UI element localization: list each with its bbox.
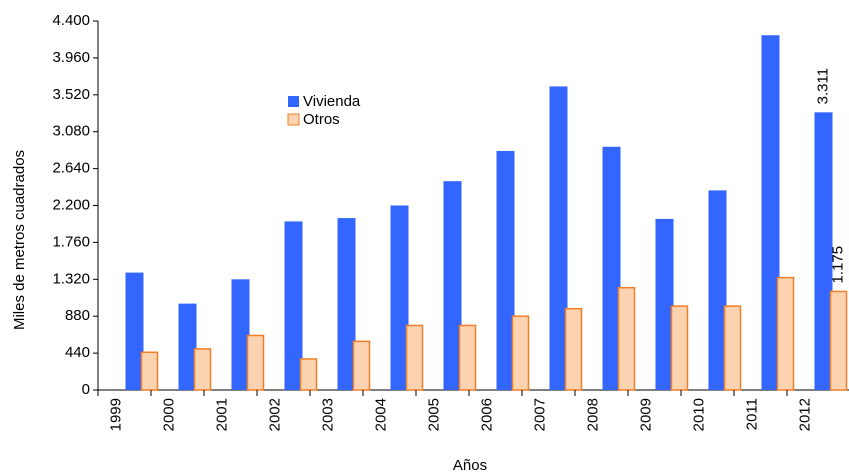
x-tick-label: 2007 xyxy=(531,398,548,431)
legend-label: Otros xyxy=(303,111,340,128)
x-tick-label: 1999 xyxy=(107,398,124,431)
bar xyxy=(617,286,636,391)
y-tick-label: 0 xyxy=(82,381,90,398)
y-tick-label: 1.760 xyxy=(52,233,90,250)
bar xyxy=(231,279,250,390)
bar xyxy=(125,272,144,390)
legend-label: Vivienda xyxy=(303,93,361,110)
x-tick-label: 2012 xyxy=(796,398,813,431)
data-label: 1.175 xyxy=(829,246,846,284)
data-label: 3.311 xyxy=(814,68,831,104)
bar xyxy=(655,218,674,390)
bar xyxy=(761,35,780,391)
x-tick-label: 2008 xyxy=(584,398,601,431)
legend-swatch xyxy=(288,96,299,107)
bar xyxy=(284,221,303,390)
y-tick-label: 4.400 xyxy=(52,12,90,29)
bar xyxy=(549,86,568,390)
x-tick-label: 2009 xyxy=(637,398,654,431)
x-tick-label: 2006 xyxy=(478,398,495,431)
y-axis-title: Miles de metros cuadrados xyxy=(11,150,28,330)
bar xyxy=(511,315,530,391)
bar xyxy=(564,307,583,391)
x-tick-label: 2001 xyxy=(213,398,230,431)
x-tick-label: 2004 xyxy=(372,398,389,431)
bar xyxy=(496,150,515,390)
bar xyxy=(602,146,621,390)
bar xyxy=(140,351,159,391)
x-axis-title: Años xyxy=(453,457,487,474)
x-tick-label: 2003 xyxy=(319,398,336,431)
bar xyxy=(352,340,371,391)
y-tick-label: 440 xyxy=(65,344,90,361)
y-tick-label: 3.960 xyxy=(52,49,90,66)
bar xyxy=(390,205,409,390)
x-tick-label: 2005 xyxy=(425,398,442,431)
x-tick-label: 2011 xyxy=(743,398,760,430)
bar xyxy=(829,290,848,391)
bar xyxy=(723,305,742,391)
y-tick-label: 2.640 xyxy=(52,160,90,177)
bar xyxy=(193,348,212,391)
y-tick-label: 2.200 xyxy=(52,196,90,213)
bar xyxy=(814,112,833,390)
bar xyxy=(458,324,477,391)
bar xyxy=(405,324,424,391)
y-tick-label: 3.080 xyxy=(52,123,90,140)
bar xyxy=(246,334,265,391)
y-tick-label: 880 xyxy=(65,307,90,324)
bar xyxy=(670,305,689,391)
x-tick-label: 2000 xyxy=(160,398,177,431)
bar xyxy=(776,276,795,391)
y-tick-label: 1.320 xyxy=(52,270,90,287)
x-tick-label: 2010 xyxy=(690,398,707,431)
bar xyxy=(178,303,197,390)
bar xyxy=(299,358,318,391)
bar xyxy=(708,190,727,390)
legend-swatch xyxy=(287,113,300,126)
bar xyxy=(337,218,356,390)
bar xyxy=(443,181,462,390)
y-tick-label: 3.520 xyxy=(52,86,90,103)
x-tick-label: 2002 xyxy=(266,398,283,431)
